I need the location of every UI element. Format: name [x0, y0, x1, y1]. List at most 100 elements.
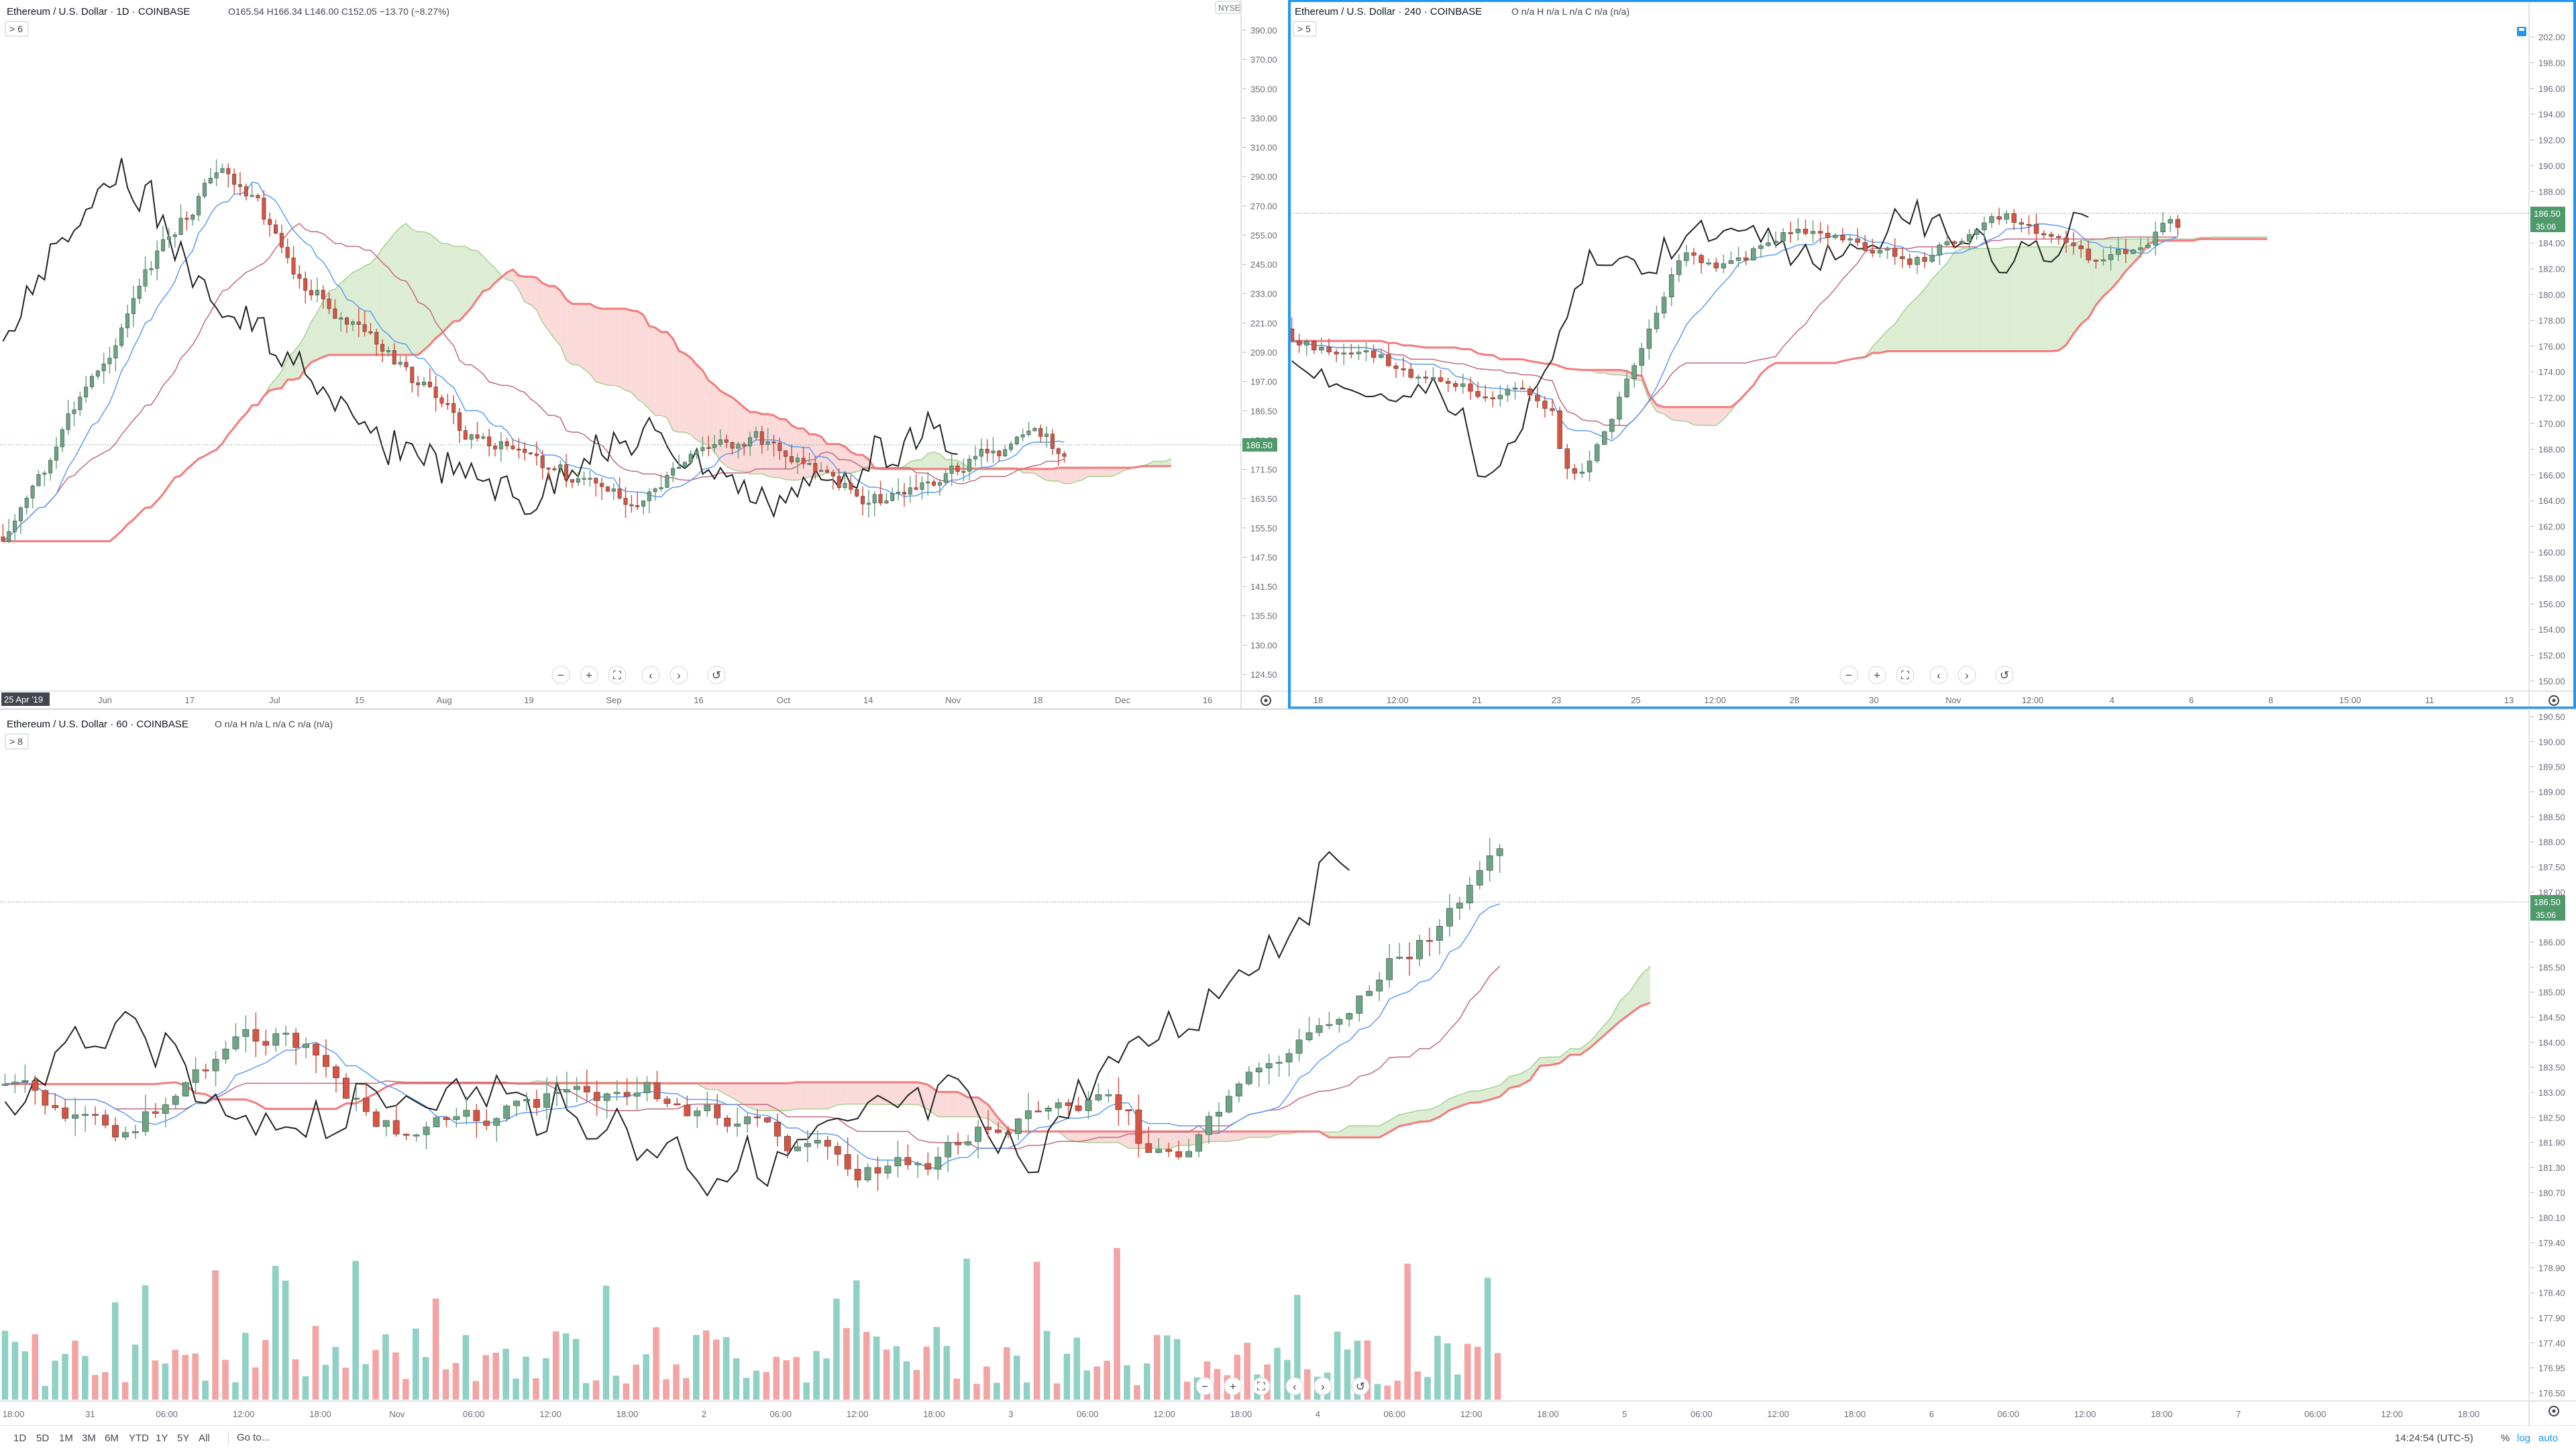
log-scale-button[interactable]: log: [2517, 1433, 2530, 1444]
h4-collapse-badge[interactable]: > 5: [1297, 23, 1311, 34]
candle-down: [323, 1055, 329, 1067]
candle-up: [1216, 1112, 1222, 1116]
timeframe-all[interactable]: All: [199, 1433, 210, 1444]
candle-up: [582, 478, 586, 480]
ichimoku-cloud-segment: [838, 1082, 848, 1105]
candle-up: [193, 1070, 199, 1082]
ichimoku-cloud-segment: [1910, 297, 1917, 351]
volume-bar: [1434, 1336, 1441, 1400]
volume-bar: [623, 1384, 630, 1400]
volume-bar: [1244, 1343, 1250, 1400]
candle-up: [1185, 1151, 1191, 1157]
ichimoku-cloud-segment: [1694, 407, 1701, 425]
percent-scale-button[interactable]: %: [2501, 1433, 2510, 1444]
candle-up: [1662, 297, 1666, 313]
volume-bar: [202, 1381, 209, 1400]
ichimoku-cloud-segment: [747, 1083, 757, 1110]
candle-up: [250, 195, 254, 197]
ichimoku-cloud-segment: [788, 1082, 798, 1110]
time-tick-label: 06:00: [1077, 1409, 1099, 1419]
volume-bar: [242, 1333, 249, 1400]
volume-bar: [643, 1354, 649, 1400]
daily-collapse-badge[interactable]: > 6: [9, 23, 23, 34]
timeframe-5d[interactable]: 5D: [36, 1433, 49, 1444]
price-tick-label: 181.90: [2538, 1138, 2565, 1148]
auto-scale-button[interactable]: auto: [2538, 1433, 2558, 1444]
volume-bar: [583, 1383, 590, 1400]
candle-up: [2004, 213, 2009, 219]
candle-up: [754, 431, 757, 437]
candle-up: [1044, 434, 1048, 437]
candle-down: [293, 1033, 299, 1048]
time-tick-label: 11: [2425, 695, 2434, 705]
timeframe-6m[interactable]: 6M: [105, 1433, 119, 1444]
ichimoku-cloud-segment: [566, 299, 572, 364]
candle-up: [1647, 329, 1652, 348]
volume-bar: [92, 1375, 99, 1400]
time-tick-label: 4: [1316, 1409, 1320, 1419]
price-tick-label: 233.00: [1250, 289, 1277, 299]
candle-down: [1409, 369, 1413, 377]
candle-down: [630, 505, 633, 506]
candle-up: [1306, 1033, 1312, 1040]
goto-button[interactable]: Go to...: [228, 1431, 270, 1445]
volume-bar: [252, 1367, 259, 1400]
timeframe-1y[interactable]: 1Y: [156, 1433, 168, 1444]
time-tick-label: 2: [702, 1409, 706, 1419]
candle-down: [594, 1092, 600, 1101]
candle-up: [114, 346, 117, 358]
candle-down: [493, 446, 496, 449]
candle-down: [392, 350, 396, 364]
candle-down: [484, 1121, 490, 1126]
timeframe-5y[interactable]: 5Y: [177, 1433, 189, 1444]
candle-up: [1085, 1100, 1091, 1110]
ichimoku-cloud-segment: [388, 234, 394, 355]
candle-up: [1684, 253, 1688, 261]
candle-down: [327, 299, 331, 309]
candle-down: [618, 488, 621, 498]
ichimoku-cloud-segment: [1349, 1126, 1359, 1137]
daily-chart-panel[interactable]: 124.50130.00135.50141.50147.50155.50163.…: [0, 0, 1288, 709]
price-tick-label: 255.00: [1250, 230, 1277, 240]
h4-chart-panel[interactable]: 150.00152.00154.00156.00158.00160.00162.…: [1288, 0, 2576, 709]
candle-down: [1825, 233, 1830, 238]
volume-bar: [663, 1380, 669, 1400]
candle-up: [1003, 450, 1006, 456]
candle-down: [1035, 1110, 1041, 1112]
candle-up: [1811, 231, 1815, 234]
timeframe-ytd[interactable]: YTD: [129, 1433, 149, 1444]
candle-down: [1386, 355, 1391, 366]
candle-up: [1477, 870, 1483, 885]
h1-collapse-badge[interactable]: > 8: [9, 736, 23, 747]
candle-up: [1356, 996, 1362, 1013]
candle-down: [2176, 219, 2180, 227]
ichimoku-cloud-segment: [858, 1082, 868, 1104]
candle-down: [1743, 258, 1748, 260]
candle-up: [1286, 1053, 1292, 1062]
candle-up: [938, 482, 941, 485]
volume-bar: [342, 1367, 349, 1400]
candle-down: [2079, 246, 2084, 249]
timeframe-1d[interactable]: 1D: [13, 1433, 26, 1444]
candle-down: [263, 1041, 269, 1045]
daily-exchange-badge: NYSE: [1218, 3, 1240, 13]
ichimoku-cloud-segment: [1046, 469, 1053, 481]
candle-up: [197, 197, 200, 215]
ichimoku-cloud-segment: [2074, 241, 2081, 334]
ichimoku-cloud-segment: [798, 428, 804, 480]
volume-bar: [1375, 1384, 1381, 1400]
timeframe-3m[interactable]: 3M: [82, 1433, 96, 1444]
volume-bar: [402, 1379, 409, 1400]
timeframe-1m[interactable]: 1M: [59, 1433, 73, 1444]
ichimoku-cloud-segment: [1701, 407, 1709, 425]
price-tick-label: 124.50: [1250, 670, 1277, 680]
candle-down: [1063, 454, 1066, 456]
ichimoku-cloud-segment: [590, 304, 596, 382]
volume-bar: [743, 1378, 750, 1400]
candle-down: [760, 431, 763, 444]
candle-up: [1456, 903, 1462, 909]
price-tick-label: 390.00: [1250, 25, 1277, 36]
h4-save-icon[interactable]: [2517, 27, 2526, 36]
h1-chart-panel[interactable]: 176.50176.95177.40177.90178.40178.90179.…: [0, 709, 2576, 1425]
candle-down: [955, 1142, 961, 1145]
